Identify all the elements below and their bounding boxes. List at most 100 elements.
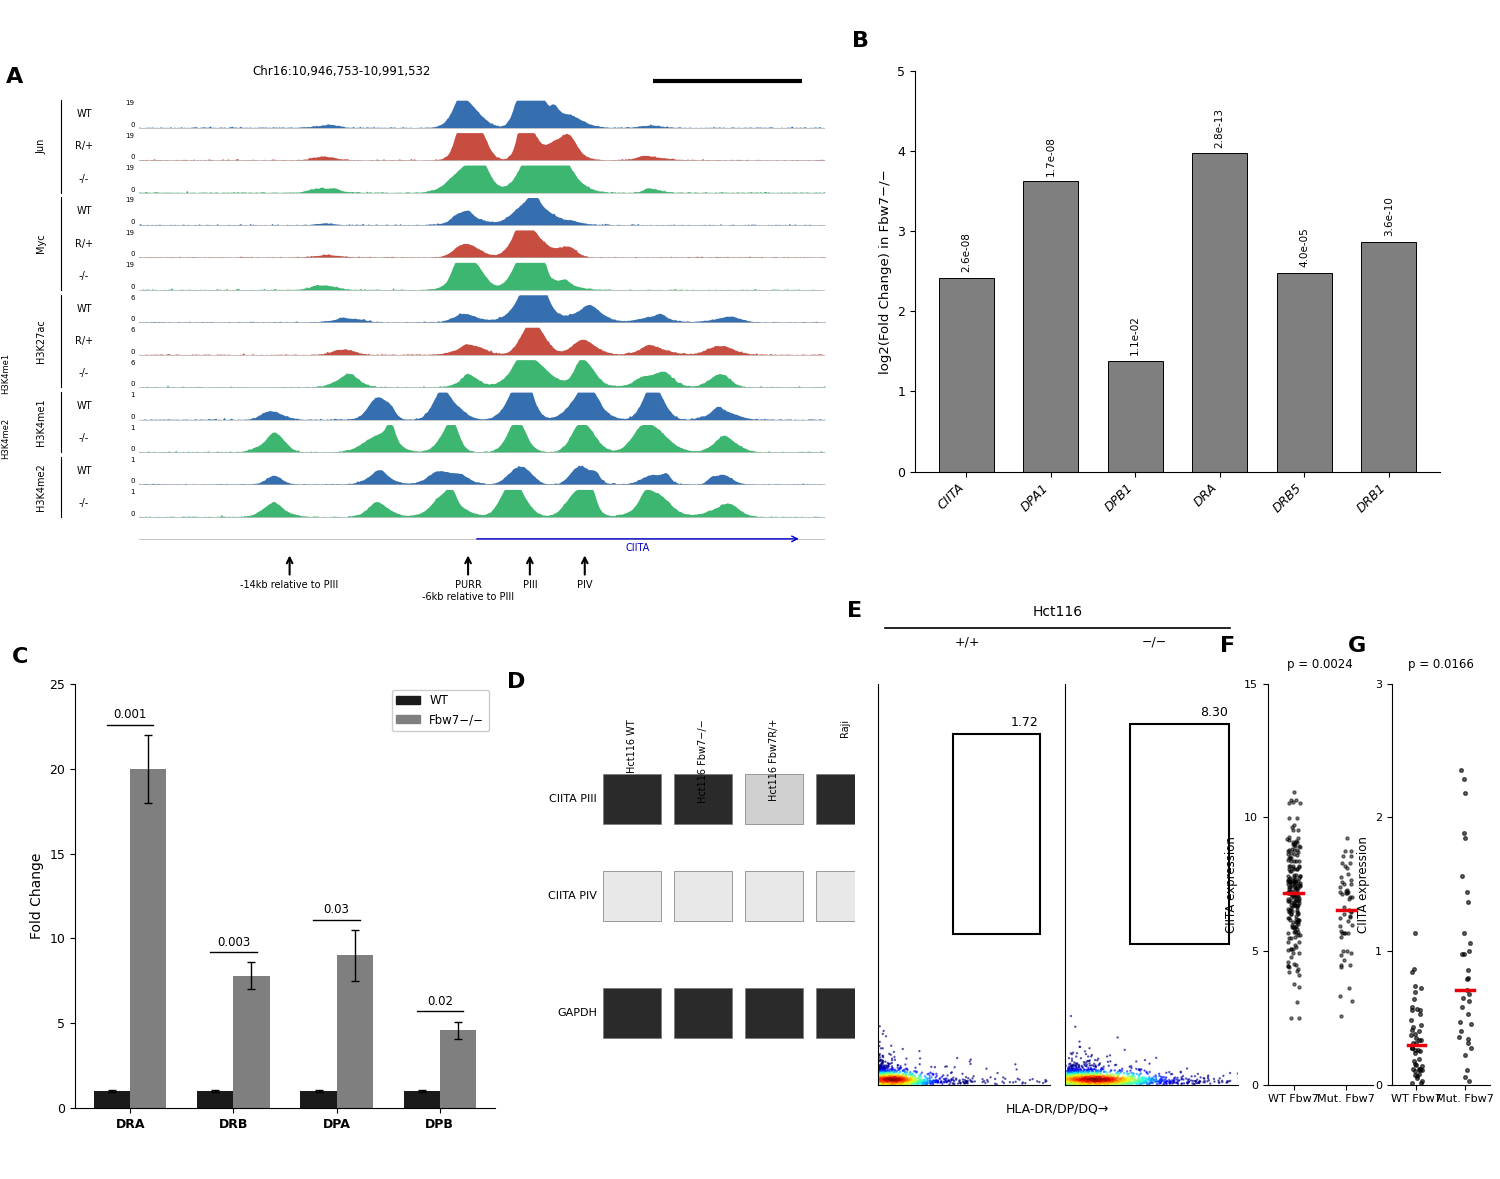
Point (1056, 1071, 1080, 1089)
Point (1064, 1068, 1088, 1087)
Point (871, 1071, 895, 1089)
Point (874, 1071, 898, 1089)
Point (874, 1071, 898, 1089)
Point (1059, 1071, 1083, 1089)
Point (870, 1071, 894, 1089)
Point (879, 1071, 903, 1089)
Point (1030, 1074, 1054, 1093)
Point (868, 1055, 892, 1074)
Point (898, 1071, 922, 1089)
Point (1058, 1072, 1082, 1091)
Point (1056, 1067, 1080, 1086)
Point (1072, 1066, 1096, 1085)
Point (874, 1068, 898, 1087)
Point (868, 1072, 892, 1091)
Point (870, 1065, 894, 1084)
Point (868, 1073, 892, 1092)
Point (1053, 1066, 1077, 1085)
Point (882, 1072, 906, 1091)
Point (882, 1073, 906, 1092)
Point (874, 1073, 898, 1092)
Point (867, 1073, 891, 1092)
Point (1216, 1072, 1240, 1091)
Point (873, 1072, 897, 1091)
Point (871, 1072, 895, 1091)
Point (868, 1074, 892, 1093)
Point (912, 1074, 936, 1093)
Point (1456, 960, 1480, 979)
Point (1059, 1072, 1083, 1091)
Point (867, 1072, 891, 1091)
Point (1070, 1073, 1094, 1092)
Point (868, 1073, 892, 1092)
Point (868, 1068, 892, 1087)
Point (1083, 1073, 1107, 1092)
Point (871, 1074, 895, 1093)
Point (1056, 1069, 1080, 1088)
Point (871, 1073, 895, 1092)
Point (880, 1073, 904, 1092)
Point (1060, 1062, 1084, 1081)
Point (1064, 1073, 1088, 1092)
Point (1095, 1067, 1119, 1086)
Point (870, 1054, 894, 1073)
Point (867, 1065, 891, 1084)
Point (871, 1065, 895, 1084)
Text: 1.1e-02: 1.1e-02 (1131, 316, 1140, 355)
Point (868, 1073, 892, 1092)
Point (1119, 1059, 1143, 1078)
Point (871, 1074, 895, 1093)
Point (1082, 1072, 1106, 1091)
Point (873, 1073, 897, 1092)
Point (1064, 1068, 1088, 1087)
Point (873, 1065, 897, 1084)
Point (1278, 849, 1302, 868)
Point (868, 1065, 892, 1084)
Point (880, 1074, 904, 1093)
Point (1064, 1073, 1088, 1092)
Text: Myc: Myc (36, 233, 46, 253)
Point (871, 1075, 895, 1094)
Point (1119, 1061, 1143, 1080)
Point (876, 1074, 900, 1093)
Point (1062, 1062, 1086, 1081)
Point (1329, 1007, 1353, 1026)
Point (1065, 1072, 1089, 1091)
Point (871, 1073, 895, 1092)
Point (1058, 1073, 1082, 1092)
Point (867, 1066, 891, 1085)
Point (1070, 1071, 1094, 1089)
Point (871, 1066, 895, 1085)
Point (1070, 1073, 1094, 1092)
Point (1072, 1071, 1096, 1089)
Text: GAPDH: GAPDH (556, 1008, 597, 1017)
Point (910, 1074, 934, 1093)
Point (1062, 1071, 1086, 1089)
Point (1065, 1071, 1089, 1089)
Point (1056, 1074, 1080, 1093)
Point (1074, 1072, 1098, 1091)
Point (868, 1071, 892, 1089)
Point (868, 1074, 892, 1093)
Point (1064, 1073, 1088, 1092)
Point (1068, 1069, 1092, 1088)
Point (874, 1073, 898, 1092)
Point (1095, 1074, 1119, 1093)
Point (1066, 1066, 1090, 1085)
Point (1104, 1071, 1128, 1089)
Point (876, 1071, 900, 1089)
Point (868, 1072, 892, 1091)
Point (879, 1074, 903, 1093)
Point (1066, 1067, 1090, 1086)
Point (1064, 1073, 1088, 1092)
Point (876, 1069, 900, 1088)
Point (878, 1073, 902, 1092)
Point (1102, 1071, 1126, 1089)
Point (1064, 1061, 1088, 1080)
Point (1124, 1069, 1148, 1088)
Point (1118, 1072, 1142, 1091)
Point (874, 1073, 898, 1092)
Point (1058, 1072, 1082, 1091)
Point (867, 1073, 891, 1092)
Point (1074, 1071, 1098, 1089)
